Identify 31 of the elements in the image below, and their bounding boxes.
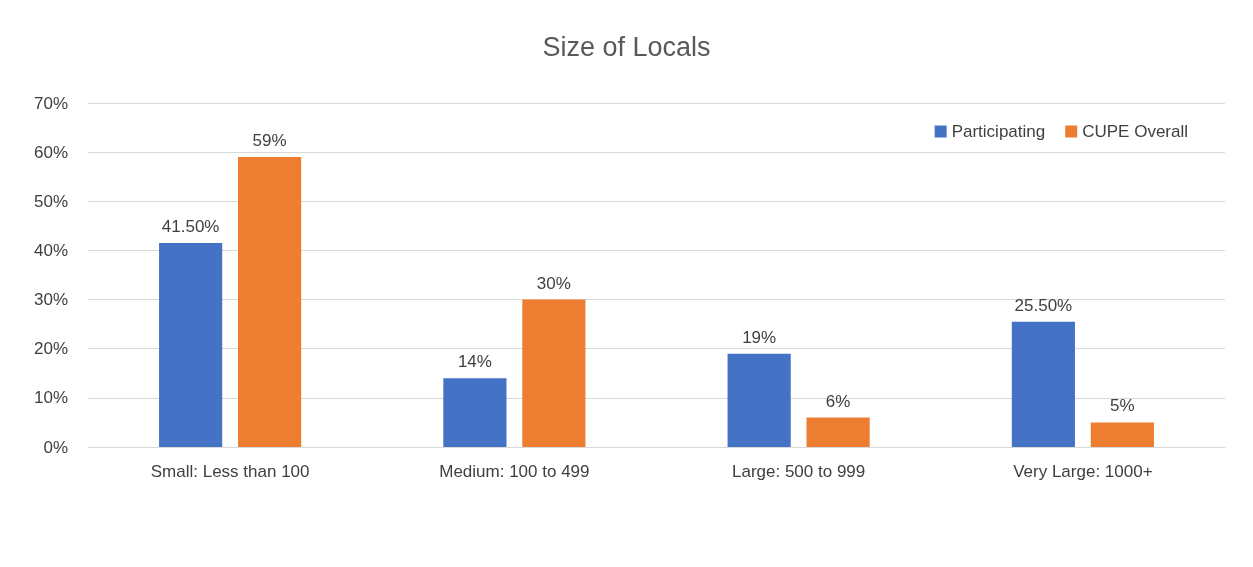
data-label: 41.50% [161,217,220,237]
x-tick-label: Large: 500 to 999 [731,462,866,481]
y-tick-label: 20% [33,339,68,359]
x-tick-label: Very Large: 1000+ [1013,462,1153,481]
data-label: 6% [825,391,851,411]
y-tick-label: 50% [33,191,68,211]
data-label: 30% [536,273,571,293]
bar [522,299,586,447]
bar [806,417,870,447]
y-tick-label: 70% [33,93,68,113]
x-tick-label: Medium: 100 to 499 [439,462,590,481]
chart-title: Size of Locals [542,31,711,62]
data-label: 25.50% [1014,295,1073,315]
data-label: 5% [1110,396,1135,416]
bar [238,157,302,447]
y-tick-label: 40% [33,240,68,260]
data-label: 19% [742,327,777,347]
y-tick-label: 60% [33,142,68,162]
legend-label: Participating [951,122,1046,141]
y-tick-label: 30% [33,290,68,310]
bar [1011,321,1075,447]
data-label: 59% [252,131,287,151]
data-label: 14% [457,352,492,372]
bar [727,353,791,447]
bar [443,378,507,447]
y-tick-label: 0% [43,437,68,457]
x-tick-label: Small: Less than 100 [150,462,310,481]
legend-label: CUPE Overall [1082,122,1189,141]
bar [159,243,223,447]
bar [1090,422,1154,447]
y-tick-label: 10% [33,388,68,408]
